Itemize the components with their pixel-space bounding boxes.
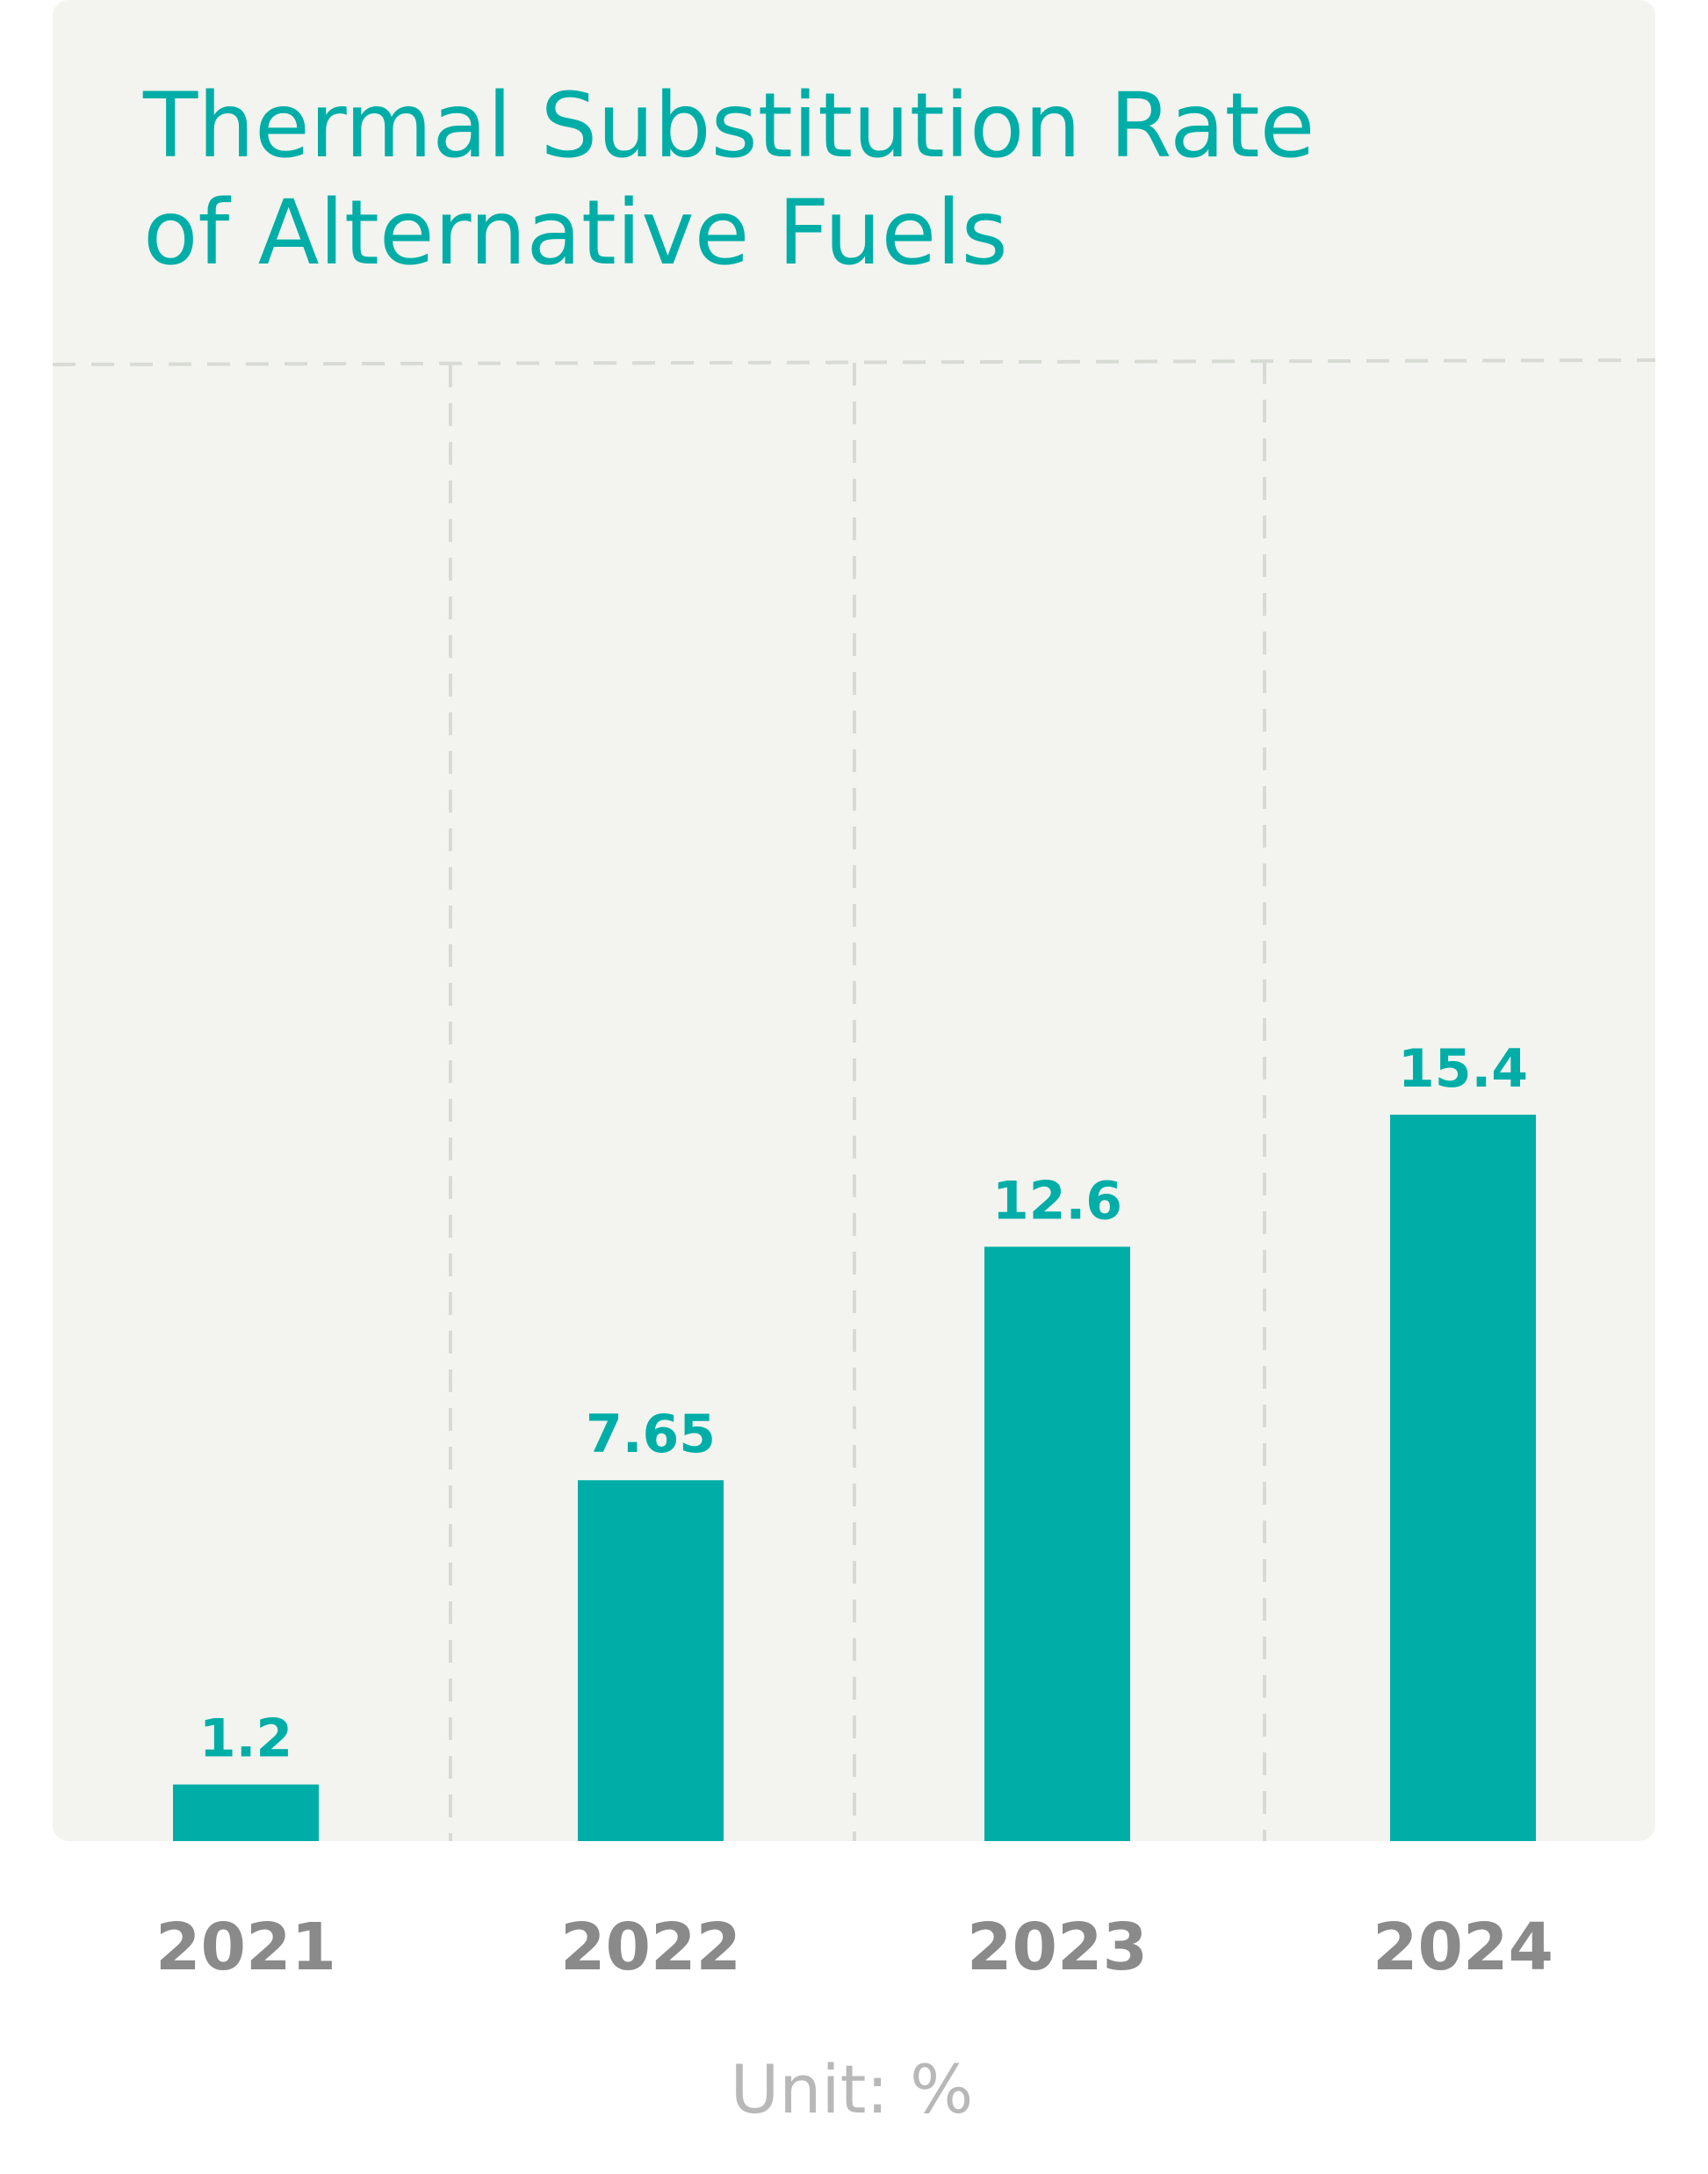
value-label-2021: 1.2 bbox=[199, 1708, 292, 1770]
value-label-2022: 7.65 bbox=[586, 1404, 716, 1465]
bar-2021 bbox=[173, 1784, 319, 1841]
grid bbox=[52, 358, 1656, 1841]
x-axis-tick-labels: 2021 2022 2023 2024 bbox=[155, 1910, 1553, 1985]
x-tick-label-2024: 2024 bbox=[1373, 1910, 1553, 1985]
chart-title-line-1: Thermal Substitution Rate bbox=[142, 74, 1315, 178]
x-tick-label-2023: 2023 bbox=[967, 1910, 1148, 1985]
unit-label: Unit: % bbox=[731, 2050, 974, 2128]
chart-title-line-2: of Alternative Fuels bbox=[143, 181, 1008, 285]
x-tick-label-2022: 2022 bbox=[560, 1910, 741, 1985]
x-tick-label-2021: 2021 bbox=[155, 1910, 336, 1985]
value-labels: 1.2 7.65 12.6 15.4 bbox=[199, 1038, 1528, 1770]
bars bbox=[173, 1115, 1536, 1841]
bar-2022 bbox=[578, 1480, 724, 1841]
value-label-2023: 12.6 bbox=[992, 1170, 1122, 1231]
bar-2023 bbox=[984, 1246, 1130, 1841]
bar-2024 bbox=[1390, 1115, 1536, 1841]
value-label-2024: 15.4 bbox=[1398, 1038, 1528, 1100]
grid-top-line bbox=[52, 358, 1656, 366]
